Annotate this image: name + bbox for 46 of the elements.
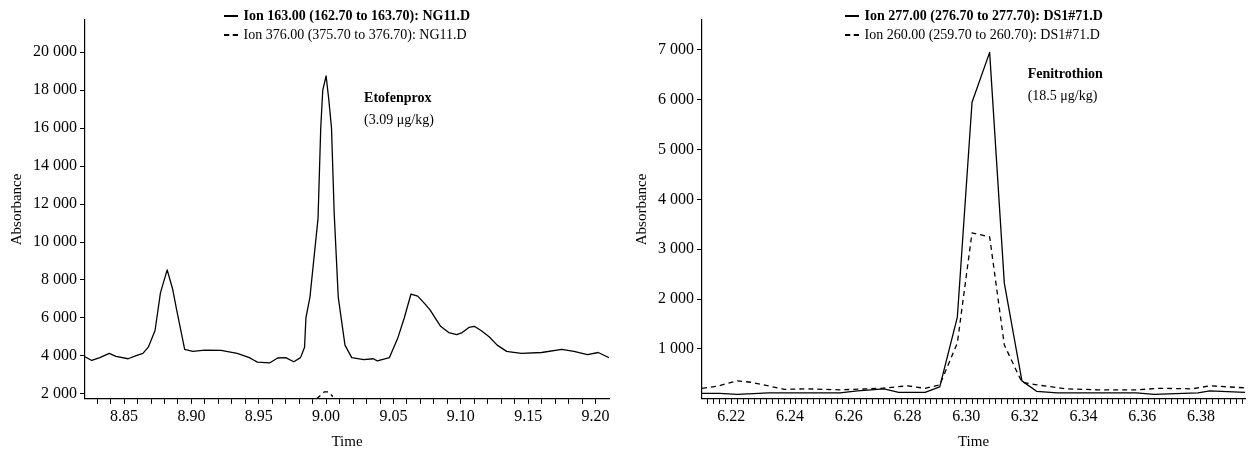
x-tick-label: 6.28 [893, 406, 922, 424]
x-tick-label: 9.00 [312, 406, 341, 424]
x-axis-title: Time [331, 432, 363, 449]
y-axis-title: Absorbance [632, 173, 649, 246]
y-tick-label: 2 000 [658, 289, 694, 307]
x-tick-label: 9.15 [514, 406, 543, 424]
y-tick-label: 1 000 [658, 339, 694, 357]
y-tick-label: 14 000 [33, 156, 77, 174]
y-axis-title: Absorbance [7, 173, 24, 246]
x-tick-label: 8.95 [244, 406, 273, 424]
y-tick-label: 12 000 [33, 194, 77, 212]
x-tick-label: 9.10 [446, 406, 475, 424]
x-tick-label: 6.32 [1010, 406, 1039, 424]
y-tick-label: 10 000 [33, 232, 77, 250]
legend-label: Ion 376.00 (375.70 to 376.70): NG11.D [243, 26, 467, 44]
y-tick-label: 20 000 [33, 42, 77, 60]
x-tick-label: 6.36 [1128, 406, 1157, 424]
y-tick-label: 2 000 [41, 384, 77, 402]
y-tick-label: 4 000 [41, 346, 77, 364]
legend-label: Ion 260.00 (259.70 to 260.70): DS1#71.D [864, 26, 1100, 44]
legend-label: Ion 277.00 (276.70 to 277.70): DS1#71.D [864, 7, 1103, 25]
annotation: (3.09 μg/kg) [364, 111, 435, 128]
y-tick-label: 3 000 [658, 239, 694, 257]
x-tick-label: 8.85 [110, 406, 139, 424]
legend-label: Ion 163.00 (162.70 to 163.70): NG11.D [243, 7, 471, 25]
annotation: Etofenprox [364, 89, 432, 105]
y-tick-label: 6 000 [41, 308, 77, 326]
y-tick-label: 7 000 [658, 40, 694, 58]
x-tick-label: 6.22 [717, 406, 746, 424]
x-tick-label: 9.05 [379, 406, 408, 424]
y-tick-label: 16 000 [33, 118, 77, 136]
y-tick-label: 5 000 [658, 139, 694, 157]
x-tick-label: 6.26 [834, 406, 863, 424]
y-tick-label: 8 000 [41, 270, 77, 288]
x-tick-label: 9.20 [581, 406, 610, 424]
x-tick-label: 6.38 [1186, 406, 1215, 424]
x-tick-label: 8.90 [177, 406, 206, 424]
x-tick-label: 6.24 [776, 406, 805, 424]
y-tick-label: 4 000 [658, 189, 694, 207]
y-tick-label: 6 000 [658, 89, 694, 107]
x-tick-label: 6.30 [952, 406, 981, 424]
x-tick-label: 6.34 [1069, 406, 1098, 424]
y-tick-label: 18 000 [33, 80, 77, 98]
annotation: Fenitrothion [1027, 66, 1104, 82]
annotation: (18.5 μg/kg) [1027, 88, 1098, 105]
x-axis-title: Time [957, 432, 990, 449]
